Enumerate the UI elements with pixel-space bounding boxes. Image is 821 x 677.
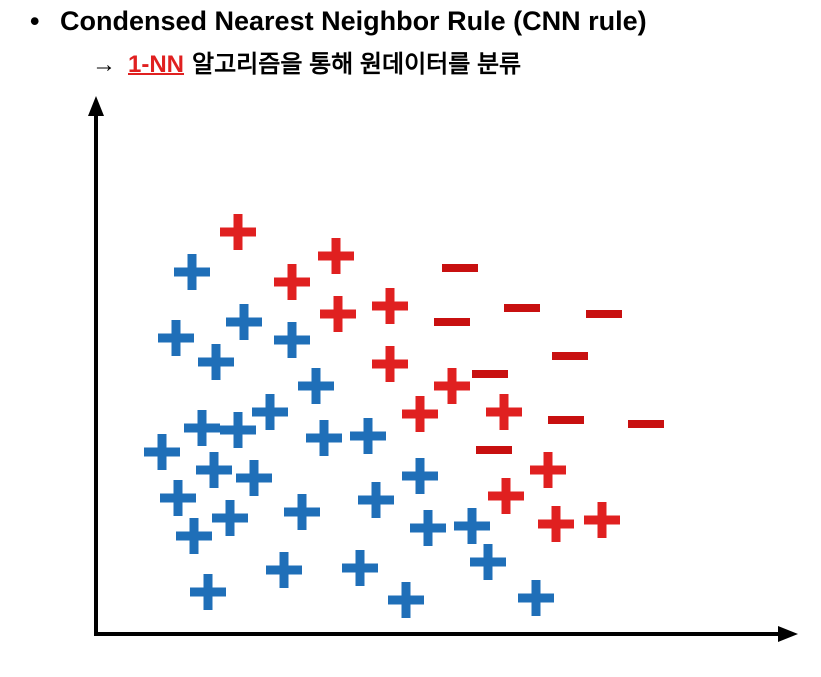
red-plus-mark: [584, 502, 620, 538]
y-axis-arrowhead: [88, 96, 104, 116]
minus-mark: [548, 416, 584, 424]
minus-mark: [434, 318, 470, 326]
blue-plus-mark: [196, 452, 232, 488]
blue-plus-mark: [410, 510, 446, 546]
red-plus-mark: [274, 264, 310, 300]
blue-plus-mark: [252, 394, 288, 430]
blue-plus-mark: [342, 550, 378, 586]
blue-plus-mark: [388, 582, 424, 618]
blue-plus-mark: [518, 580, 554, 616]
arrow-icon: →: [92, 51, 116, 78]
minus-mark: [472, 370, 508, 378]
red-plus-mark: [318, 238, 354, 274]
blue-plus-mark: [266, 552, 302, 588]
blue-plus-mark: [454, 508, 490, 544]
blue-plus-mark: [158, 320, 194, 356]
blue-plus-mark: [198, 344, 234, 380]
axes: [88, 96, 798, 642]
minus-mark: [442, 264, 478, 272]
minus-mark: [552, 352, 588, 360]
red-plus-mark: [488, 478, 524, 514]
blue-plus-mark: [174, 254, 210, 290]
red-plus-mark: [220, 214, 256, 250]
red-plus-mark: [372, 346, 408, 382]
blue-plus-group: [144, 254, 554, 618]
blue-plus-mark: [306, 420, 342, 456]
blue-plus-mark: [358, 482, 394, 518]
minus-mark: [586, 310, 622, 318]
blue-plus-mark: [284, 494, 320, 530]
bullet-dot: •: [30, 6, 40, 36]
blue-plus-mark: [144, 434, 180, 470]
blue-plus-mark: [184, 410, 220, 446]
slide-title: Condensed Nearest Neighbor Rule (CNN rul…: [60, 6, 647, 36]
blue-plus-mark: [160, 480, 196, 516]
subtitle-line: → 1-NN 알고리즘을 통해 원데이터를 분류: [92, 44, 521, 79]
red-plus-mark: [434, 368, 470, 404]
blue-plus-mark: [298, 368, 334, 404]
nn-term: 1-NN: [128, 51, 185, 78]
red-plus-mark: [320, 296, 356, 332]
red-plus-group: [220, 214, 620, 542]
minus-mark: [476, 446, 512, 454]
blue-plus-mark: [236, 460, 272, 496]
red-plus-mark: [538, 506, 574, 542]
minus-group: [434, 264, 664, 454]
blue-plus-mark: [190, 574, 226, 610]
blue-plus-mark: [350, 418, 386, 454]
slide-header: • Condensed Nearest Neighbor Rule (CNN ru…: [0, 0, 821, 90]
minus-mark: [504, 304, 540, 312]
subtitle-text: 알고리즘을 통해 원데이터를 분류: [192, 51, 522, 78]
blue-plus-mark: [470, 544, 506, 580]
data-marks: [144, 214, 664, 618]
x-axis-arrowhead: [778, 626, 798, 642]
minus-mark: [628, 420, 664, 428]
blue-plus-mark: [274, 322, 310, 358]
blue-plus-mark: [402, 458, 438, 494]
red-plus-mark: [530, 452, 566, 488]
red-plus-mark: [486, 394, 522, 430]
bullet-title-line: • Condensed Nearest Neighbor Rule (CNN ru…: [30, 6, 647, 37]
red-plus-mark: [372, 288, 408, 324]
blue-plus-mark: [220, 412, 256, 448]
red-plus-mark: [402, 396, 438, 432]
blue-plus-mark: [176, 518, 212, 554]
blue-plus-mark: [226, 304, 262, 340]
blue-plus-mark: [212, 500, 248, 536]
